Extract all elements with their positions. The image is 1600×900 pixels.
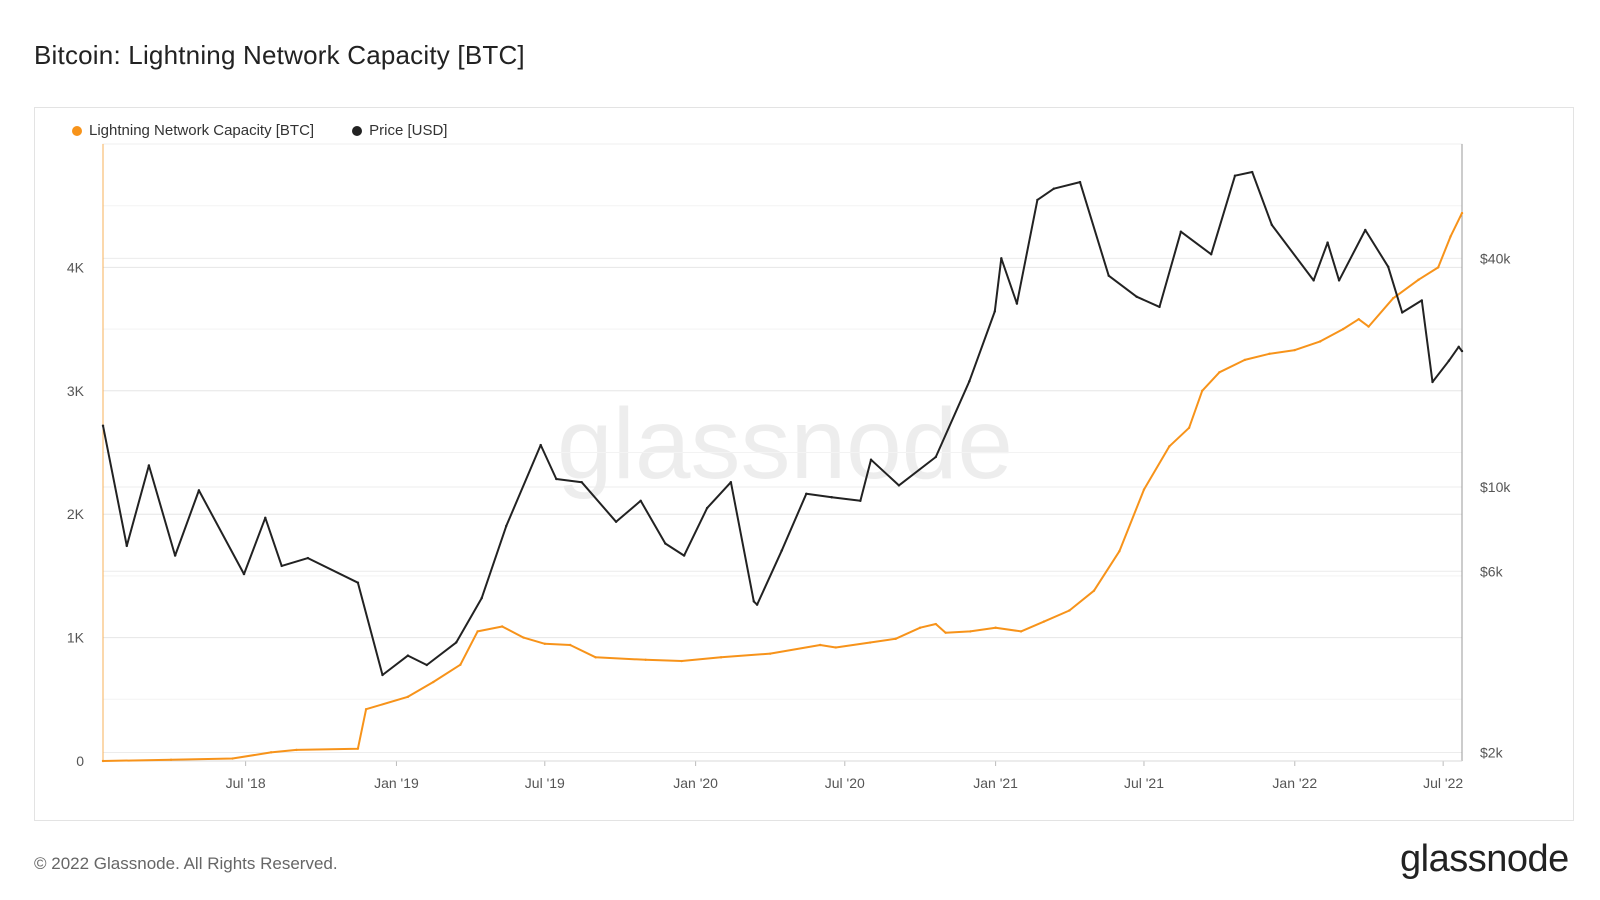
- glassnode-logo[interactable]: glassnode: [1400, 838, 1569, 880]
- legend-dot-price: [352, 125, 363, 136]
- copyright-text: © 2022 Glassnode. All Rights Reserved.: [34, 854, 338, 873]
- legend-label-price: Price [USD]: [369, 122, 448, 139]
- legend-item-price[interactable]: Price [USD]: [352, 122, 447, 139]
- page-title: Bitcoin: Lightning Network Capacity [BTC…: [34, 40, 525, 70]
- legend-item-capacity[interactable]: Lightning Network Capacity [BTC]: [72, 122, 314, 139]
- chart-legend: Lightning Network Capacity [BTC] Price […: [72, 122, 447, 139]
- legend-dot-capacity: [72, 125, 82, 136]
- legend-label-capacity: Lightning Network Capacity [BTC]: [89, 122, 315, 139]
- chart-frame: [34, 107, 1574, 821]
